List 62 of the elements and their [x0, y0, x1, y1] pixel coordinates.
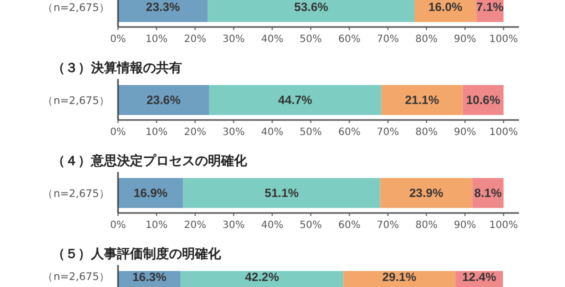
x-tick-label: 20%: [184, 34, 206, 45]
x-tick-label: 90%: [454, 220, 476, 231]
x-tick-label: 100%: [489, 220, 518, 231]
x-tick-label: 0%: [110, 220, 126, 231]
x-tick-label: 70%: [376, 34, 400, 45]
bar: [380, 178, 472, 208]
data-label: 16.3%: [132, 270, 167, 284]
x-tick-label: 30%: [222, 220, 245, 231]
data-label: 44.7%: [278, 93, 313, 107]
x-tick-label: 80%: [415, 220, 438, 231]
data-label: 51.1%: [264, 186, 300, 200]
data-label: 42.2%: [244, 270, 280, 284]
bar: [381, 85, 463, 115]
data-label: 16.0%: [428, 0, 463, 14]
x-tick-label: 90%: [454, 127, 476, 138]
x-tick-label: 60%: [338, 34, 360, 45]
y-tick-label: （n=2,675）: [42, 2, 110, 14]
x-tick-label: 10%: [145, 220, 168, 231]
x-tick-label: 90%: [454, 34, 476, 45]
x-tick-label: 60%: [338, 127, 360, 138]
data-label: 12.4%: [462, 270, 496, 284]
data-label: 21.1%: [405, 93, 440, 107]
x-tick-label: 0%: [110, 127, 126, 138]
x-tick-label: 40%: [261, 220, 284, 231]
chart-title: （５）人事評価制度の明確化: [52, 246, 222, 262]
bar: [118, 178, 184, 208]
data-label: 10.6%: [466, 93, 500, 107]
y-tick-label: （n=2,675）: [42, 95, 110, 107]
x-tick-label: 20%: [184, 220, 206, 231]
x-tick-label: 20%: [184, 127, 206, 138]
x-tick-label: 70%: [376, 127, 400, 138]
x-tick-label: 40%: [261, 127, 284, 138]
data-label: 53.6%: [294, 0, 329, 14]
bar: [183, 178, 380, 208]
y-tick-label: （n=2,675）: [42, 188, 110, 200]
x-tick-label: 70%: [376, 220, 400, 231]
data-label: 23.3%: [146, 0, 180, 14]
data-label: 29.1%: [382, 270, 417, 284]
x-tick-label: 60%: [338, 220, 360, 231]
chart-title: （３）決算情報の共有: [52, 61, 182, 76]
x-tick-label: 30%: [222, 127, 245, 138]
bar: [118, 85, 209, 115]
x-tick-label: 50%: [300, 220, 322, 231]
bar: [208, 85, 382, 115]
x-tick-label: 100%: [489, 34, 518, 45]
x-tick-label: 50%: [300, 127, 322, 138]
data-label: 23.9%: [409, 186, 444, 200]
data-label: 16.9%: [134, 186, 168, 200]
x-tick-label: 80%: [415, 127, 438, 138]
x-tick-label: 30%: [222, 34, 245, 45]
chart-title: （４）意思決定プロセスの明確化: [52, 153, 248, 169]
data-label: 23.6%: [146, 93, 181, 107]
x-tick-label: 10%: [145, 127, 168, 138]
y-tick-label: （n=2,675）: [42, 271, 110, 283]
data-label: 8.1%: [474, 186, 502, 200]
x-tick-label: 50%: [300, 34, 322, 45]
x-tick-label: 10%: [145, 34, 168, 45]
x-tick-label: 80%: [415, 34, 438, 45]
data-label: 7.1%: [476, 0, 504, 14]
x-tick-label: 40%: [261, 34, 284, 45]
x-tick-label: 100%: [489, 127, 518, 138]
x-tick-label: 0%: [110, 34, 126, 45]
